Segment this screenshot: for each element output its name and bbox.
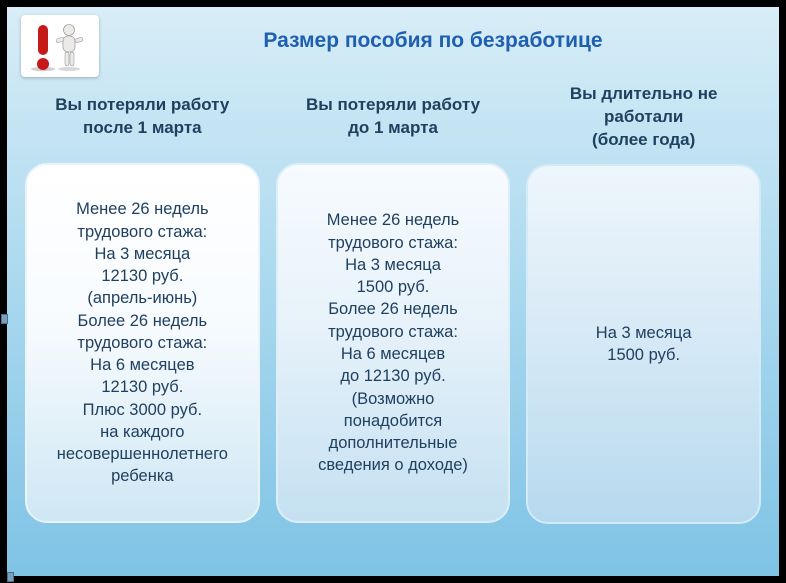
slide-title: Размер пособия по безработице [105,13,761,79]
column-1: Вы потеряли работу после 1 марта Менее 2… [25,83,260,524]
resize-handle-bottom-left[interactable] [7,572,14,582]
column-header: Вы длительно не работали (более года) [526,83,761,152]
column-card: На 3 месяца 1500 руб. [526,164,761,524]
resize-handle-left[interactable] [1,314,8,324]
column-header: Вы потеряли работу после 1 марта [25,83,260,151]
column-card: Менее 26 недель трудового стажа: На 3 ме… [276,163,511,523]
attention-icon [21,15,99,77]
columns-container: Вы потеряли работу после 1 марта Менее 2… [25,83,761,524]
column-card: Менее 26 недель трудового стажа: На 3 ме… [25,163,260,523]
column-3: Вы длительно не работали (более года) На… [526,83,761,524]
slide-frame: Размер пособия по безработице Вы потерял… [0,0,786,583]
column-header: Вы потеряли работу до 1 марта [276,83,511,151]
column-2: Вы потеряли работу до 1 марта Менее 26 н… [276,83,511,524]
